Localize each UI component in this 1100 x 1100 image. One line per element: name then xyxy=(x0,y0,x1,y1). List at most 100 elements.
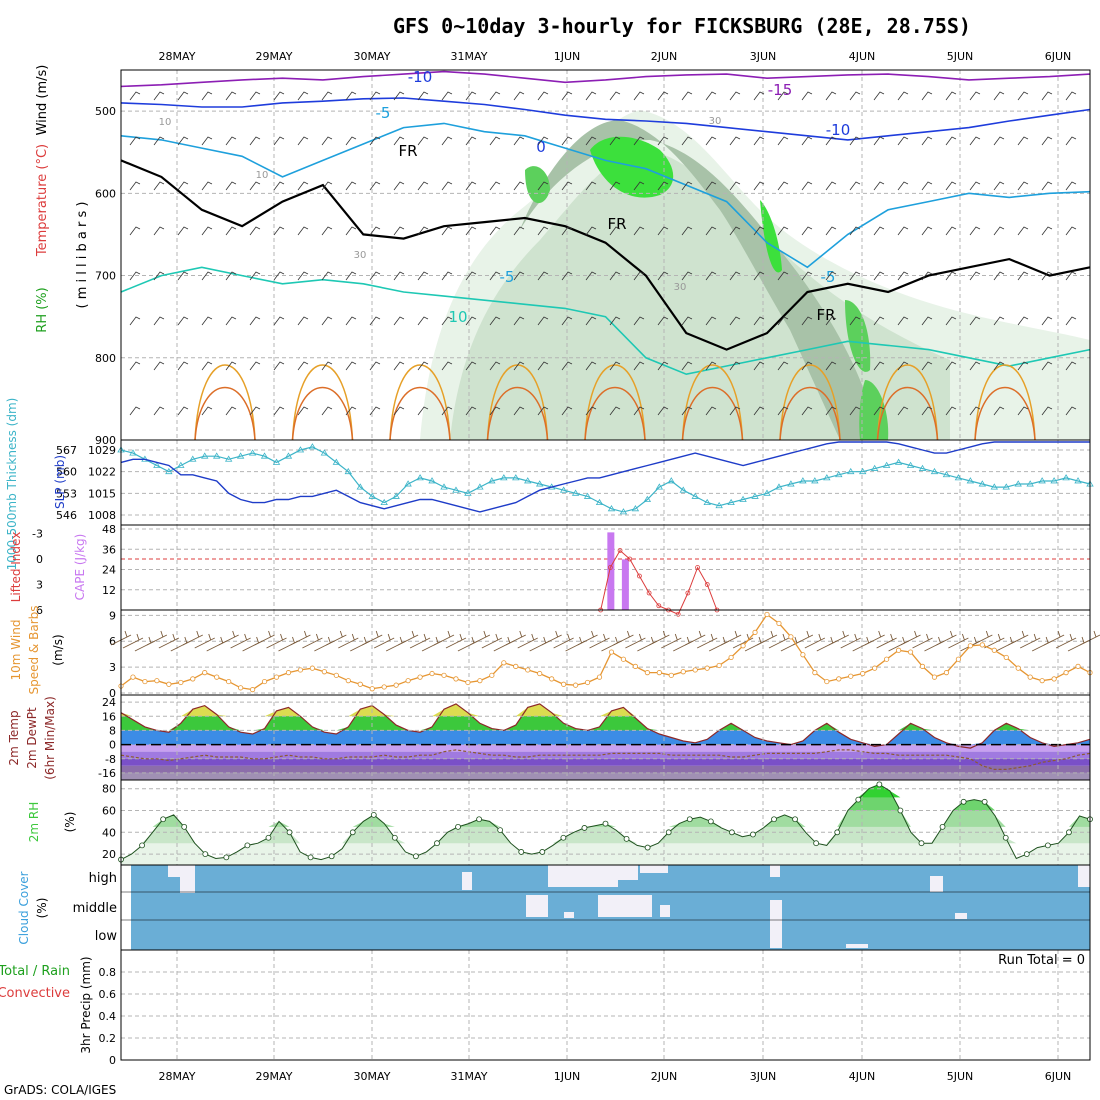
wind-barb xyxy=(417,226,429,236)
wind10-barb-40 xyxy=(589,633,610,649)
rh2m-marker-28 xyxy=(413,853,419,860)
wind10-speed-marker-56 xyxy=(788,634,794,640)
wind-barb xyxy=(921,91,933,101)
contour-label-14: 10 xyxy=(159,117,172,128)
wind-barb xyxy=(921,406,933,416)
wind-barb xyxy=(897,226,909,236)
isotherm-10 xyxy=(120,266,1091,376)
wind10-speed-marker-47 xyxy=(680,669,686,675)
temp-ytick--8: -8 xyxy=(105,753,116,766)
cloud-clear-15 xyxy=(955,913,967,919)
wind-barb xyxy=(993,91,1005,101)
wind-barb xyxy=(1017,91,1029,101)
wind-barb xyxy=(273,316,285,326)
wind10-speed-marker-24 xyxy=(405,678,411,684)
wind10-speed-marker-23 xyxy=(393,682,399,688)
wind10-barb-4 xyxy=(158,633,180,649)
wind-barb xyxy=(825,136,837,146)
wind-barb xyxy=(321,406,333,416)
wind-barb xyxy=(369,361,381,371)
precip-ytick-0.6: 0.6 xyxy=(99,988,117,1001)
rh-shade-3 xyxy=(590,136,674,198)
contour-label-2: -5 xyxy=(376,104,391,122)
wind10-speed-marker-12 xyxy=(261,678,268,685)
wind-barb xyxy=(465,181,477,191)
wind-barb xyxy=(1041,181,1053,191)
wind-barb xyxy=(153,136,165,146)
date-label-bottom-31MAY: 31MAY xyxy=(451,1070,488,1083)
wind10-barb-60 xyxy=(828,630,849,646)
lifted-ylabel: Lifted Index xyxy=(9,532,23,603)
isotherm--5 xyxy=(120,122,1091,269)
thickness-marker-50 xyxy=(715,501,723,509)
wind-barb xyxy=(393,181,405,191)
wind-barb xyxy=(609,91,621,101)
warm-contour-1-1 xyxy=(291,386,354,441)
wind-barb xyxy=(201,406,213,416)
rh2m-marker-52 xyxy=(665,829,672,836)
thickness-marker-20 xyxy=(356,483,364,490)
wind10-speed-marker-73 xyxy=(991,647,997,653)
wind-barb xyxy=(801,406,813,416)
wind-barb xyxy=(993,136,1005,146)
wind-barb xyxy=(873,181,885,191)
wind-barb xyxy=(729,136,741,146)
wind-barb xyxy=(273,226,285,236)
thickness-marker-68 xyxy=(930,467,939,475)
wind10-speed-marker-79 xyxy=(1063,670,1069,676)
rh2m-marker-8 xyxy=(202,851,209,858)
wind-barb xyxy=(369,226,381,236)
wind-barb xyxy=(345,136,357,146)
slp-ytick-1022: 1022 xyxy=(88,466,116,479)
wind-barb xyxy=(633,91,645,101)
wind10-speed-marker-34 xyxy=(525,667,531,673)
rh2m-marker-10 xyxy=(223,854,230,861)
wind10-barb-43 xyxy=(625,633,646,649)
wind-barb xyxy=(993,406,1005,416)
wind10-ytick-0: 0 xyxy=(109,687,116,700)
wind-barb xyxy=(825,361,837,371)
thickness-marker-32 xyxy=(500,474,508,481)
wind-barb xyxy=(345,271,357,281)
thickness-marker-39 xyxy=(583,492,592,499)
contour-label-11: 10 xyxy=(256,170,269,181)
wind10-speed-marker-72 xyxy=(979,642,985,648)
wind-barb xyxy=(513,271,525,281)
wind-barb xyxy=(441,406,453,416)
wind-barb xyxy=(321,316,333,326)
rh2m-marker-84 xyxy=(1002,834,1009,841)
rh2m-marker-40 xyxy=(539,849,546,855)
wind-barb xyxy=(393,361,405,371)
wind10-barb-79 xyxy=(1055,633,1077,649)
precip-ytick-0.8: 0.8 xyxy=(99,966,117,979)
wind-barb xyxy=(609,406,621,416)
date-label-bottom-28MAY: 28MAY xyxy=(159,1070,196,1083)
wind10-barb-61 xyxy=(840,633,861,649)
wind10-speed-marker-76 xyxy=(1027,674,1033,680)
cloud-ylabel-1: (%) xyxy=(35,898,49,919)
wind-barb xyxy=(873,316,885,326)
wind-barb xyxy=(633,406,645,416)
wind10-speed-marker-67 xyxy=(919,663,926,669)
thickness-marker-67 xyxy=(918,464,927,471)
wind-barb xyxy=(393,226,405,236)
rh2m-marker-48 xyxy=(623,835,630,842)
wind10-speed-marker-53 xyxy=(752,629,758,635)
rh2m-marker-68 xyxy=(834,829,841,836)
wind-barb xyxy=(465,91,477,101)
wind10-speed-marker-10 xyxy=(238,685,244,691)
wind-barb xyxy=(705,361,717,371)
rh-shade-7 xyxy=(859,380,889,440)
wind-barb xyxy=(297,181,309,191)
wind-barb xyxy=(897,271,909,281)
rh2m-marker-58 xyxy=(728,829,735,836)
wind10-speed-marker-45 xyxy=(656,670,662,676)
wind10-barb-9 xyxy=(218,630,239,646)
thickness-marker-38 xyxy=(571,489,580,496)
upper-air-ylabel-0: RH (%) xyxy=(35,287,50,332)
wind-barb xyxy=(321,271,333,281)
thickness-marker-78 xyxy=(1050,477,1058,484)
temp-ytick-8: 8 xyxy=(109,724,116,737)
wind-barb xyxy=(897,316,909,326)
thickness-marker-79 xyxy=(1062,474,1070,481)
